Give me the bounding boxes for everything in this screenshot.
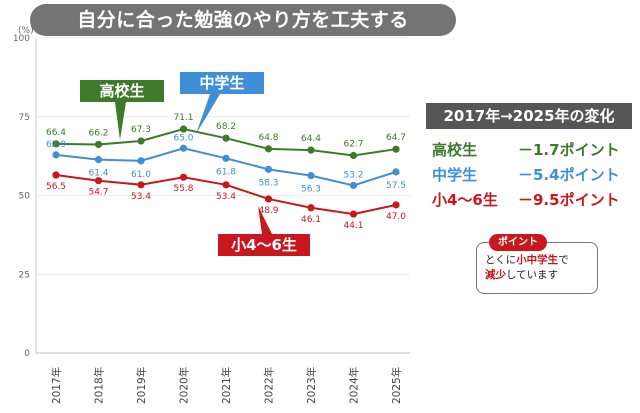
- summary-label: 中学生: [432, 166, 478, 184]
- data-label: 64.7: [386, 133, 406, 143]
- data-point: [307, 172, 315, 180]
- y-tick-label: 0: [24, 349, 30, 359]
- data-point: [392, 145, 400, 153]
- x-tick-label: 2020年: [178, 367, 191, 404]
- summary-value: －5.4ポイント: [518, 166, 620, 184]
- data-point: [94, 155, 103, 164]
- data-label: 66.2: [88, 128, 108, 138]
- data-label: 56.3: [301, 185, 321, 195]
- data-point: [392, 201, 400, 209]
- x-tick-label: 2023年: [305, 367, 318, 404]
- data-point: [179, 173, 188, 181]
- data-point: [307, 204, 315, 212]
- data-label: 57.5: [386, 181, 406, 191]
- data-point: [94, 140, 103, 149]
- data-label: 71.1: [173, 113, 193, 123]
- data-point: [94, 177, 103, 185]
- data-label: 61.4: [88, 169, 108, 179]
- data-point: [392, 168, 400, 176]
- data-label: 46.1: [301, 215, 321, 225]
- data-label: 61.0: [131, 170, 151, 180]
- y-tick-label: 50: [19, 192, 31, 202]
- data-label: 56.5: [46, 182, 66, 192]
- data-label: 62.9: [46, 140, 66, 150]
- summary-value: －9.5ポイント: [518, 191, 620, 209]
- data-point: [222, 154, 230, 162]
- summary-value: －1.7ポイント: [518, 141, 620, 159]
- data-label: 68.2: [216, 122, 236, 132]
- data-label: 64.8: [258, 133, 278, 143]
- callout-box: [218, 234, 310, 256]
- data-label: 53.2: [343, 170, 363, 180]
- data-point: [179, 125, 188, 133]
- data-point: [349, 210, 358, 218]
- data-point: [264, 145, 273, 153]
- point-callout: ポイント とくに小中学生で 減少しています: [476, 234, 598, 294]
- data-label: 44.1: [343, 221, 363, 231]
- callout-pointer: [115, 102, 126, 140]
- y-tick-label: 100: [13, 34, 30, 44]
- data-label: 58.3: [258, 178, 278, 188]
- data-point: [179, 144, 188, 152]
- x-tick-label: 2019年: [135, 367, 148, 404]
- callout-pointer: [196, 94, 220, 134]
- data-point: [52, 171, 60, 179]
- x-tick-label: 2018年: [93, 367, 106, 404]
- chart-title-banner: 自分に合った勉強のやり方を工夫する: [30, 4, 456, 36]
- series-callout-label: 中学生: [199, 74, 244, 92]
- data-point: [264, 195, 273, 203]
- data-label: 66.4: [46, 128, 66, 138]
- point-badge: ポイント: [489, 234, 547, 251]
- x-tick-label: 2025年: [390, 367, 403, 404]
- data-label: 61.8: [216, 167, 236, 177]
- y-tick-label: 75: [19, 113, 30, 123]
- data-point: [137, 137, 145, 145]
- summary-label: 高校生: [432, 141, 478, 159]
- y-unit-label: (%): [18, 26, 34, 36]
- data-point: [349, 151, 358, 160]
- data-point: [307, 146, 315, 154]
- data-point: [52, 151, 60, 159]
- data-point: [222, 181, 230, 189]
- x-tick-label: 2024年: [348, 367, 361, 404]
- data-label: 67.3: [131, 125, 151, 135]
- data-point: [349, 181, 358, 190]
- data-label: 53.4: [131, 192, 151, 202]
- series-callout-label: 小4～6生: [231, 236, 297, 254]
- data-label: 55.8: [173, 184, 193, 194]
- callout-box: [80, 80, 164, 102]
- point-text: とくに小中学生で 減少しています: [485, 254, 569, 281]
- data-label: 64.4: [301, 134, 321, 144]
- x-tick-label: 2017年: [50, 367, 63, 404]
- data-point: [222, 134, 230, 142]
- data-point: [137, 157, 145, 165]
- x-tick-label: 2021年: [220, 367, 233, 404]
- data-label: 47.0: [386, 212, 406, 222]
- data-point: [137, 181, 145, 189]
- x-tick-label: 2022年: [263, 367, 276, 404]
- callout-pointer: [258, 206, 272, 234]
- data-label: 53.4: [216, 192, 236, 202]
- series-callout-label: 高校生: [99, 82, 144, 100]
- data-label: 54.7: [88, 188, 108, 198]
- summary-title: 2017年→2025年の変化: [426, 103, 632, 129]
- data-label: 62.7: [343, 139, 363, 149]
- data-label: 65.0: [173, 133, 193, 143]
- y-tick-label: 25: [19, 270, 30, 280]
- callout-box: [180, 72, 264, 94]
- summary-label: 小4～6生: [432, 191, 498, 209]
- data-point: [264, 165, 273, 173]
- data-point: [52, 140, 60, 148]
- data-label: 48.9: [258, 206, 278, 216]
